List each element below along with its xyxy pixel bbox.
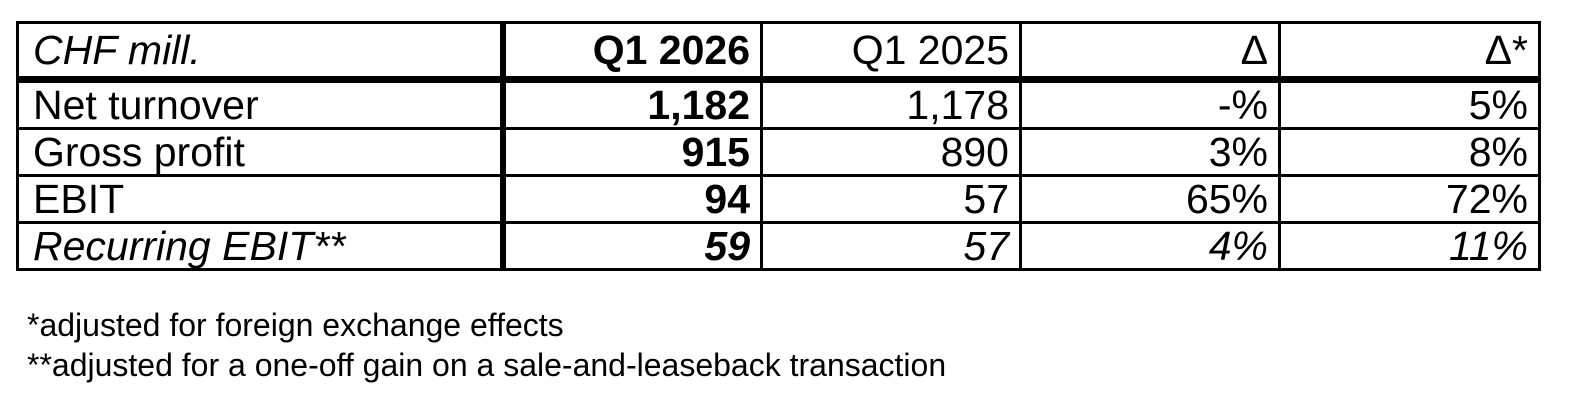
financial-results-table: CHF mill. Q1 2026 Q1 2025 Δ Δ* Net turno… [16, 21, 1541, 271]
delta-value: 65% [1019, 174, 1281, 224]
row-label: Gross profit [16, 127, 504, 177]
current-period-header: Q1 2026 [499, 21, 763, 83]
footnotes: *adjusted for foreign exchange effects *… [27, 305, 946, 385]
row-label: Net turnover [16, 78, 504, 130]
previous-value: 57 [760, 174, 1022, 224]
table-row: Recurring EBIT** 59 57 4% 11% [16, 221, 1541, 271]
footnote-fx: *adjusted for foreign exchange effects [27, 307, 564, 343]
current-value: 1,182 [499, 78, 763, 130]
current-value: 94 [499, 174, 763, 224]
row-label: EBIT [16, 174, 504, 224]
table-row: Net turnover 1,182 1,178 -% 5% [16, 78, 1541, 130]
row-label: Recurring EBIT** [16, 221, 504, 271]
table-row: EBIT 94 57 65% 72% [16, 174, 1541, 224]
delta-fx-value: 11% [1278, 221, 1541, 271]
delta-value: 4% [1019, 221, 1281, 271]
current-value: 915 [499, 127, 763, 177]
table-row: Gross profit 915 890 3% 8% [16, 127, 1541, 177]
previous-value: 1,178 [760, 78, 1022, 130]
delta-value: 3% [1019, 127, 1281, 177]
delta-value: -% [1019, 78, 1281, 130]
delta-fx-value: 8% [1278, 127, 1541, 177]
delta-header: Δ [1019, 21, 1281, 83]
delta-fx-value: 5% [1278, 78, 1541, 130]
unit-header: CHF mill. [16, 21, 504, 83]
previous-period-header: Q1 2025 [760, 21, 1022, 83]
previous-value: 890 [760, 127, 1022, 177]
previous-value: 57 [760, 221, 1022, 271]
delta-fx-value: 72% [1278, 174, 1541, 224]
current-value: 59 [499, 221, 763, 271]
table-header-row: CHF mill. Q1 2026 Q1 2025 Δ Δ* [16, 21, 1541, 83]
delta-fx-header: Δ* [1278, 21, 1541, 83]
footnote-one-off: **adjusted for a one-off gain on a sale-… [27, 347, 947, 383]
